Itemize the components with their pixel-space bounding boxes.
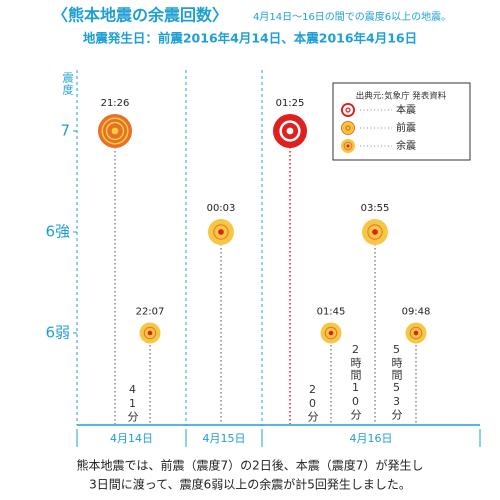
day-label: 4月15日 <box>203 432 246 445</box>
center <box>346 108 350 112</box>
interval-note: 20分 <box>306 383 319 423</box>
event-time: 01:45 <box>317 307 346 318</box>
ring <box>342 122 354 134</box>
event-time: 22:07 <box>136 307 165 318</box>
interval-note: 41分 <box>126 383 139 423</box>
ring <box>105 121 125 141</box>
event-time: 00:03 <box>207 203 236 214</box>
center <box>346 144 350 148</box>
event-time: 21:26 <box>101 98 130 109</box>
ring <box>342 104 354 116</box>
center <box>372 229 378 235</box>
legend-label: 余震 <box>396 139 416 152</box>
y-level-label: 6強 <box>45 223 70 241</box>
ring <box>213 224 229 240</box>
event-time: 09:48 <box>402 307 431 318</box>
legend-label: 前震 <box>396 121 416 134</box>
subtitle: 4月14日～16日の間での震度6以上の地震。 <box>253 10 451 23</box>
interval-note: 2時間10分 <box>349 343 362 421</box>
legend-box <box>332 82 471 161</box>
day-label: 4月14日 <box>110 432 153 445</box>
ring <box>343 141 353 151</box>
legend-source: 出典元:気象庁 発表資料 <box>356 91 447 102</box>
center <box>286 127 294 135</box>
ring <box>367 224 383 240</box>
title: 〈熊本地震の余震回数〉 <box>52 6 228 25</box>
ring <box>324 326 338 340</box>
interval-note: 5時間53分 <box>390 343 403 421</box>
center <box>328 330 334 336</box>
center <box>346 126 350 130</box>
ring <box>343 123 353 133</box>
y-level-label: 6弱 <box>45 324 70 342</box>
dates: 地震発生日：前震2016年4月14日、本震2016年4月16日 <box>83 31 417 46</box>
center <box>413 330 419 336</box>
ring <box>279 120 301 142</box>
event-time: 03:55 <box>361 203 390 214</box>
center <box>147 330 153 336</box>
day-label: 4月16日 <box>350 432 393 445</box>
legend-label: 本震 <box>396 103 416 116</box>
footer-text: 熊本地震では、前震（震度7）の2日後、本震（震度7）が発生し <box>77 458 424 473</box>
center <box>111 127 119 135</box>
ring <box>101 117 129 145</box>
center <box>218 229 224 235</box>
y-level-label: 7 <box>60 122 70 140</box>
footer-text: 3日間に渡って、震度6弱以上の余震が計5回発生しました。 <box>89 477 411 492</box>
ring <box>409 326 423 340</box>
y-axis-title: 震度 <box>61 72 74 96</box>
ring <box>143 326 157 340</box>
event-time: 01:25 <box>276 98 305 109</box>
